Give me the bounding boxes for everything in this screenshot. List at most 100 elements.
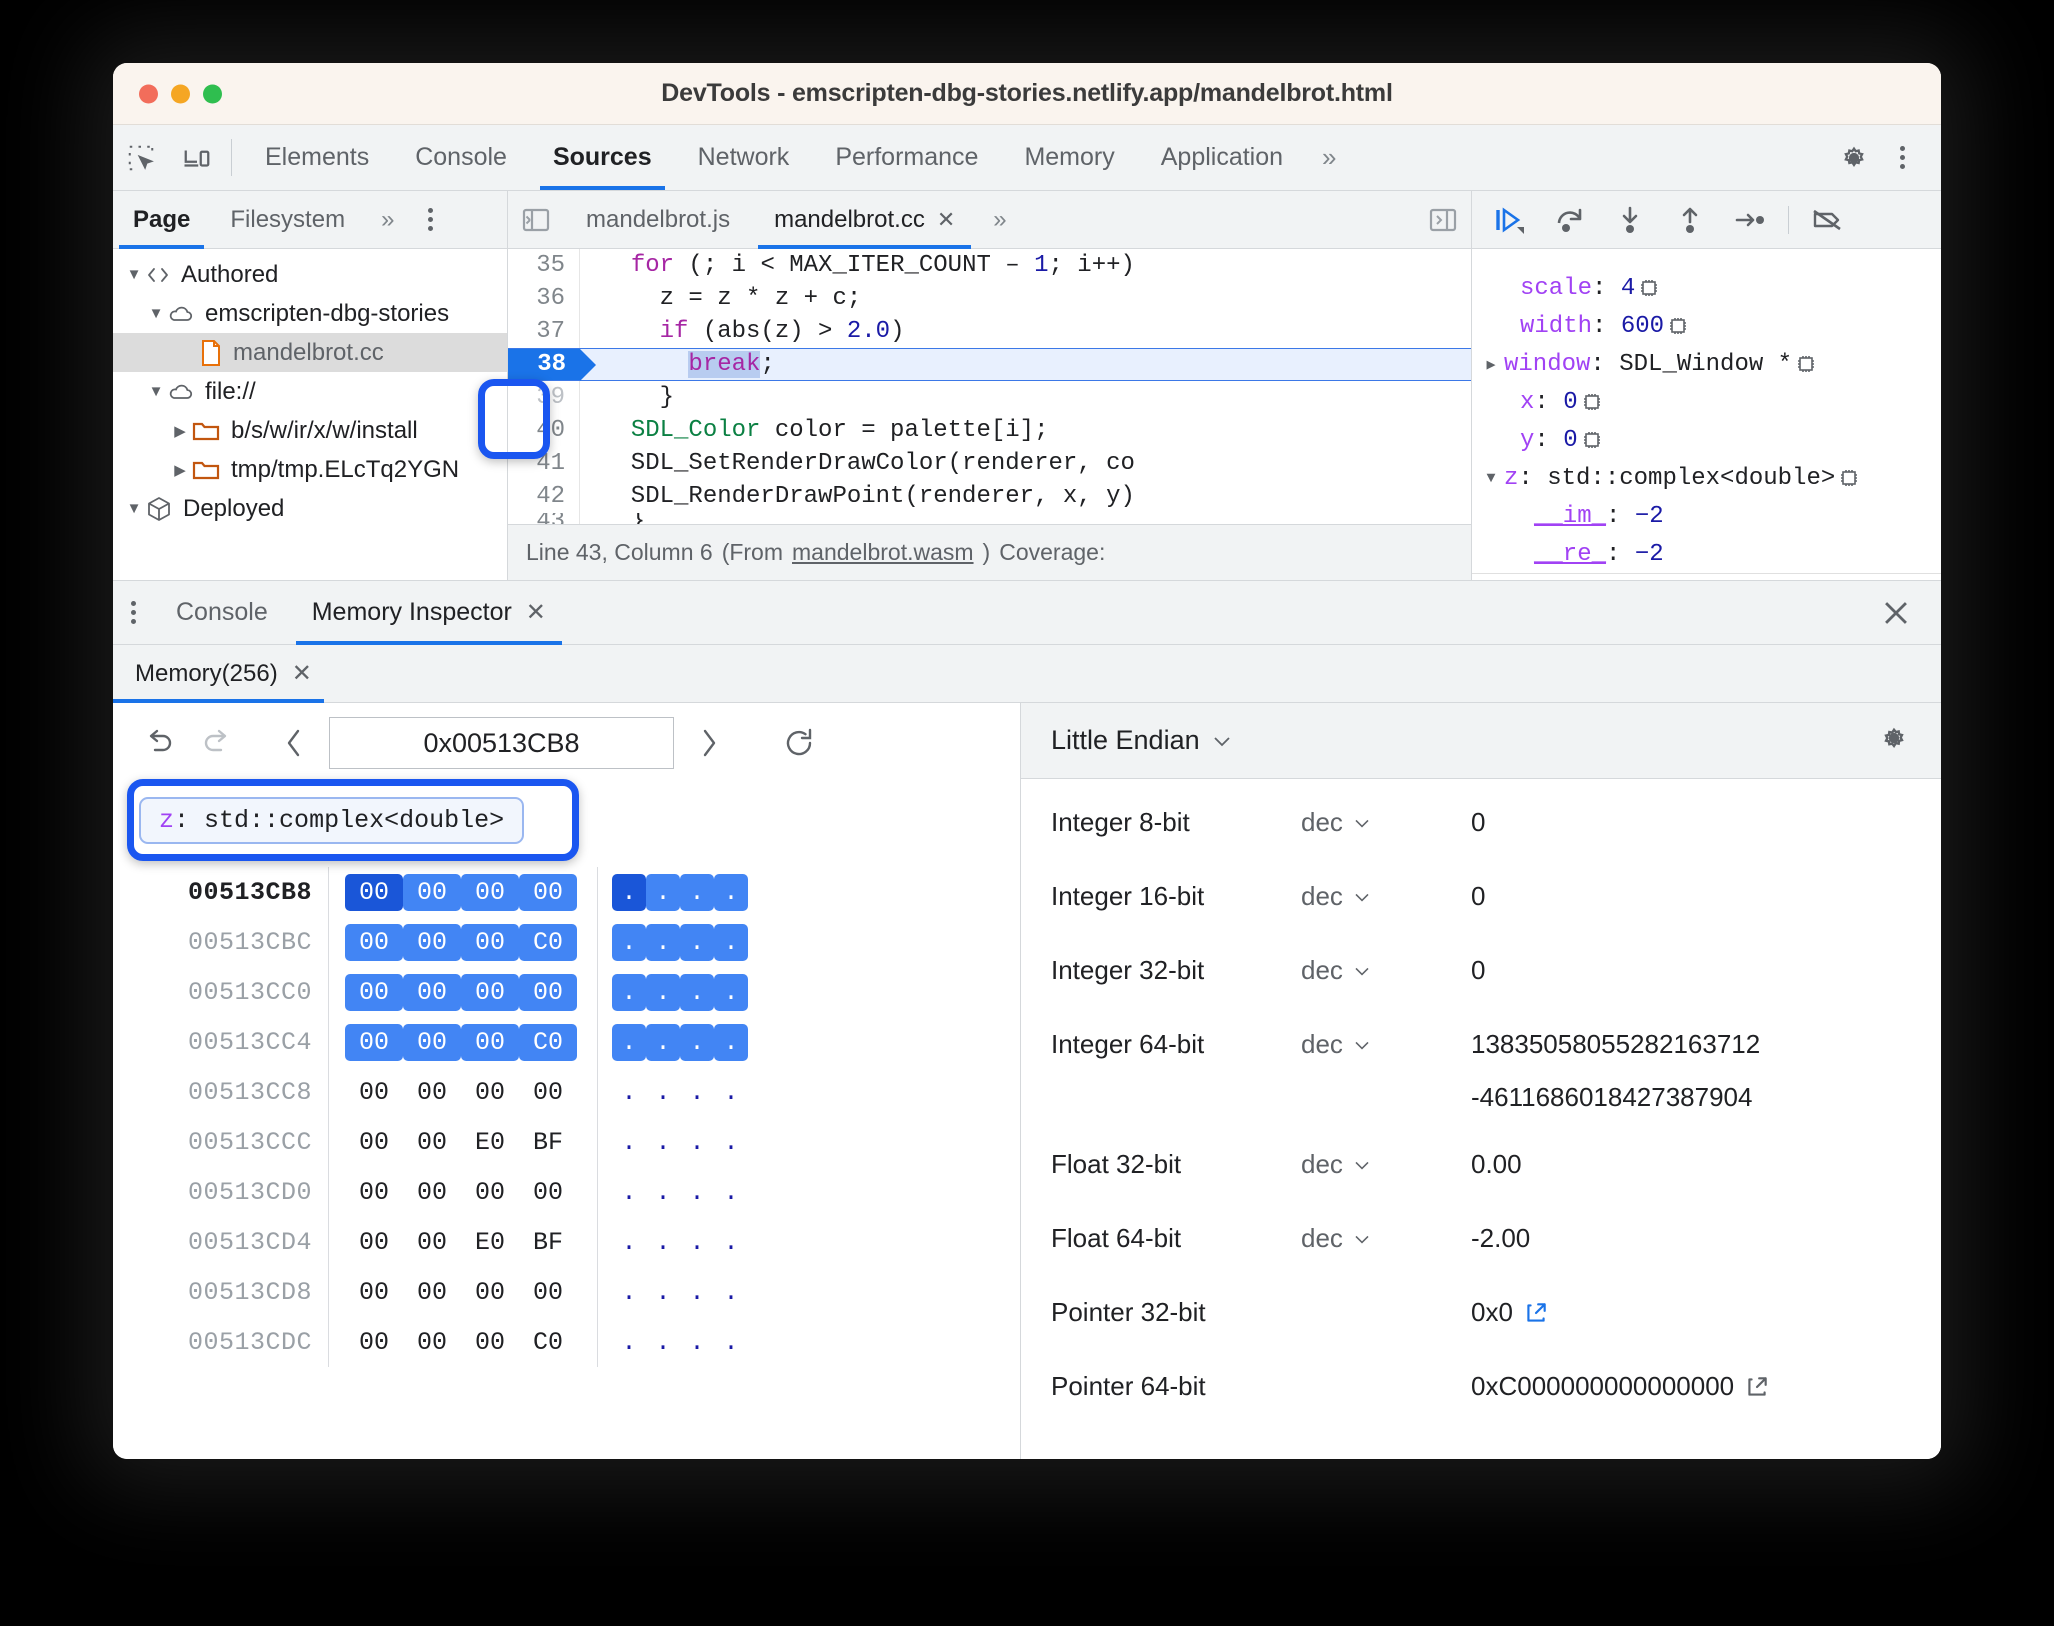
memory-byte[interactable]: BF: [532, 1127, 563, 1157]
memory-byte[interactable]: 00: [416, 1177, 447, 1207]
memory-bytes[interactable]: 00 00 00 00: [328, 1267, 577, 1317]
navigator-tab-page[interactable]: Page: [113, 191, 210, 249]
expand-triangle-icon[interactable]: ▼: [148, 305, 164, 322]
memory-row[interactable]: 00513CBC 00 00 00 C0 . . . .: [113, 917, 1020, 967]
close-tab-icon[interactable]: ✕: [936, 206, 956, 232]
memory-byte[interactable]: 00: [532, 1277, 563, 1307]
memory-row[interactable]: 00513CD0 00 00 00 00 . . . .: [113, 1167, 1020, 1217]
ascii-char[interactable]: .: [723, 1127, 739, 1157]
ascii-char[interactable]: .: [621, 1227, 637, 1257]
ascii-char[interactable]: .: [655, 1077, 671, 1107]
memory-byte[interactable]: 00: [416, 1277, 447, 1307]
memory-byte[interactable]: 00: [403, 1023, 461, 1061]
value-mode-dropdown[interactable]: dec: [1301, 1223, 1471, 1254]
ascii-char[interactable]: .: [689, 1327, 705, 1357]
memory-byte[interactable]: 00: [474, 1277, 505, 1307]
ascii-char[interactable]: .: [655, 1127, 671, 1157]
memory-byte[interactable]: 00: [532, 1077, 563, 1107]
memory-byte[interactable]: E0: [474, 1127, 505, 1157]
expand-triangle-icon[interactable]: ▼: [126, 266, 142, 283]
ascii-char[interactable]: .: [723, 1177, 739, 1207]
tree-item-authored[interactable]: ▼ Authored: [113, 255, 507, 294]
navigator-more-chevron-icon[interactable]: »: [381, 205, 395, 233]
value-mode-dropdown[interactable]: dec: [1301, 807, 1471, 838]
memory-byte[interactable]: 00: [461, 973, 519, 1011]
device-toolbar-icon[interactable]: [169, 125, 225, 190]
memory-byte[interactable]: 00: [358, 1077, 389, 1107]
step-over-next-function-call-icon[interactable]: [1548, 198, 1592, 242]
memory-bytes[interactable]: 00 00 E0 BF: [328, 1217, 577, 1267]
ascii-char[interactable]: .: [680, 973, 714, 1011]
memory-chip-icon[interactable]: [1581, 430, 1603, 450]
tab-sources[interactable]: Sources: [530, 125, 675, 190]
memory-byte[interactable]: 00: [519, 973, 577, 1011]
memory-row[interactable]: 00513CD8 00 00 00 00 . . . .: [113, 1267, 1020, 1317]
memory-byte[interactable]: 00: [461, 1023, 519, 1061]
more-tabs-chevron-icon[interactable]: »: [1322, 142, 1337, 172]
tree-item-tmp-folder[interactable]: ▶ tmp/tmp.ELcTq2YGN: [113, 450, 507, 489]
ascii-char[interactable]: .: [621, 1277, 637, 1307]
memory-byte[interactable]: 00: [416, 1127, 447, 1157]
tab-console[interactable]: Console: [392, 125, 530, 190]
ascii-char[interactable]: .: [689, 1277, 705, 1307]
close-tab-icon[interactable]: ✕: [525, 599, 546, 626]
show-debugger-icon[interactable]: [1415, 191, 1471, 248]
memory-byte[interactable]: 00: [461, 923, 519, 961]
ascii-char[interactable]: .: [723, 1327, 739, 1357]
tab-network[interactable]: Network: [675, 125, 813, 190]
memory-ascii[interactable]: . . . .: [597, 917, 748, 967]
ascii-char[interactable]: .: [680, 923, 714, 961]
memory-byte[interactable]: C0: [519, 1023, 577, 1061]
scope-var-width[interactable]: ▶ width : 600: [1472, 307, 1941, 345]
memory-byte[interactable]: 00: [416, 1327, 447, 1357]
scope-var-im[interactable]: __im_ : −2: [1472, 497, 1941, 535]
resume-script-execution-icon[interactable]: [1488, 198, 1532, 242]
ascii-char[interactable]: .: [646, 923, 680, 961]
editor-more-tabs-chevron-icon[interactable]: »: [993, 205, 1007, 233]
window-controls[interactable]: [139, 84, 222, 103]
ascii-char[interactable]: .: [680, 1023, 714, 1061]
scope-var-z[interactable]: ▼ z : std::complex<double>: [1472, 459, 1941, 497]
step-icon[interactable]: [1728, 198, 1772, 242]
memory-byte[interactable]: 00: [403, 873, 461, 911]
expand-triangle-icon[interactable]: ▼: [126, 500, 142, 517]
memory-row[interactable]: 00513CC8 00 00 00 00 . . . .: [113, 1067, 1020, 1117]
ascii-char[interactable]: .: [621, 1177, 637, 1207]
ascii-char[interactable]: .: [612, 973, 646, 1011]
memory-byte[interactable]: 00: [532, 1177, 563, 1207]
memory-row[interactable]: 00513CD4 00 00 E0 BF . . . .: [113, 1217, 1020, 1267]
expand-triangle-icon[interactable]: ▶: [174, 461, 186, 479]
ascii-char[interactable]: .: [714, 923, 748, 961]
memory-tab-memory-256[interactable]: Memory(256) ✕: [113, 645, 334, 703]
memory-ascii[interactable]: . . . .: [597, 1167, 748, 1217]
ascii-char[interactable]: .: [723, 1077, 739, 1107]
ascii-char[interactable]: .: [689, 1227, 705, 1257]
memory-bytes[interactable]: 00 00 00 00: [328, 967, 577, 1017]
memory-ascii[interactable]: . . . .: [597, 1217, 748, 1267]
memory-byte[interactable]: 00: [474, 1327, 505, 1357]
memory-byte[interactable]: 00: [345, 873, 403, 911]
memory-byte[interactable]: C0: [519, 923, 577, 961]
memory-byte[interactable]: 00: [358, 1327, 389, 1357]
tab-elements[interactable]: Elements: [242, 125, 392, 190]
memory-hex-view[interactable]: 00513CB8 00 00 00 00 . . . .: [113, 857, 1020, 1459]
ascii-char[interactable]: .: [723, 1277, 739, 1307]
jump-to-address-icon[interactable]: [1523, 1300, 1549, 1326]
ascii-char[interactable]: .: [646, 973, 680, 1011]
tab-application[interactable]: Application: [1138, 125, 1306, 190]
memory-bytes[interactable]: 00 00 E0 BF: [328, 1117, 577, 1167]
value-mode-dropdown[interactable]: dec: [1301, 881, 1471, 912]
memory-row[interactable]: 00513CB8 00 00 00 00 . . . .: [113, 867, 1020, 917]
navigator-tab-filesystem[interactable]: Filesystem: [210, 191, 365, 248]
ascii-char[interactable]: .: [655, 1277, 671, 1307]
jump-to-address-icon[interactable]: [1744, 1374, 1770, 1400]
memory-byte[interactable]: 00: [403, 923, 461, 961]
memory-byte[interactable]: 00: [358, 1127, 389, 1157]
ascii-char[interactable]: .: [689, 1077, 705, 1107]
drawer-tab-console[interactable]: Console: [154, 581, 290, 644]
value-mode-dropdown[interactable]: dec: [1301, 955, 1471, 986]
close-tab-icon[interactable]: ✕: [291, 660, 312, 687]
ascii-char[interactable]: .: [714, 1023, 748, 1061]
scope-var-y[interactable]: ▶ y : 0: [1472, 421, 1941, 459]
memory-ascii[interactable]: . . . .: [597, 967, 748, 1017]
